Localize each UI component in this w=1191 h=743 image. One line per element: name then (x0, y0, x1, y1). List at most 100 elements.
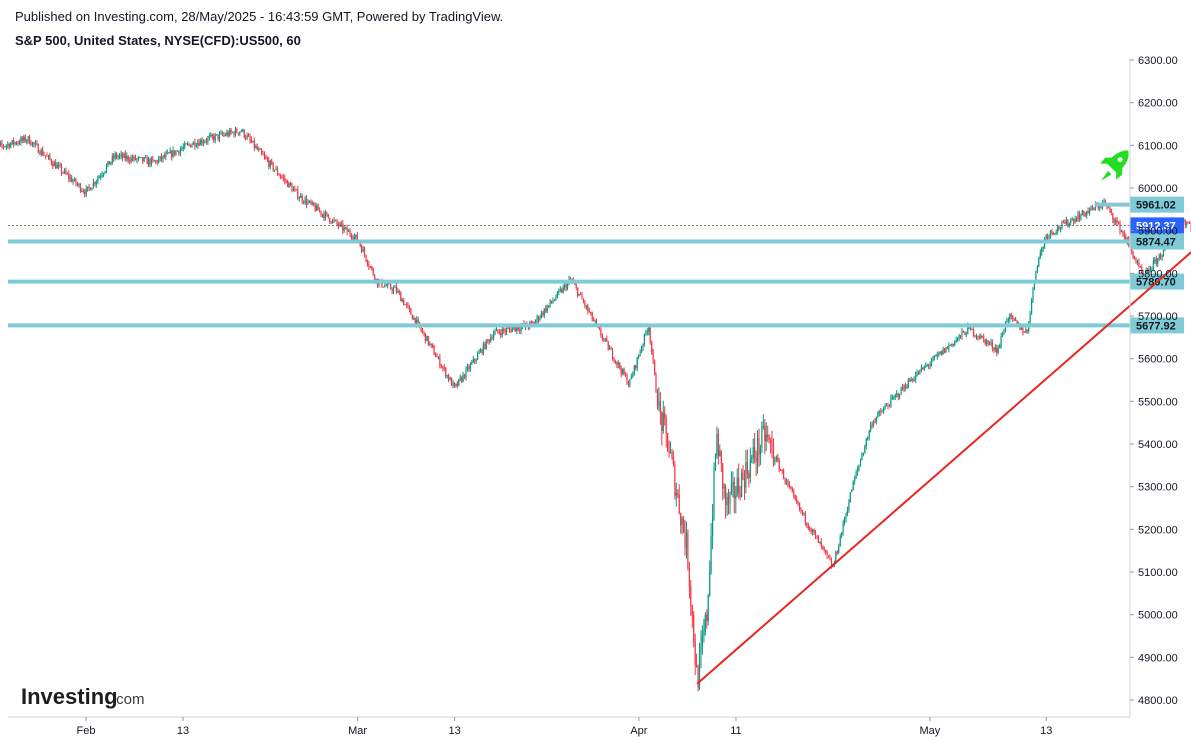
candle-body (616, 361, 618, 365)
candle-body (656, 392, 659, 407)
candle-body (662, 412, 664, 431)
candle-body (794, 495, 796, 499)
candle-body (53, 162, 55, 167)
candle-body (111, 156, 113, 162)
candle-body (50, 159, 52, 164)
candle-body (552, 300, 554, 303)
candle-body (743, 475, 746, 488)
candle-body (255, 146, 257, 148)
rocket-body (1107, 150, 1129, 173)
candle-body (272, 162, 274, 171)
candle-body (1006, 320, 1008, 322)
candle-body (84, 191, 86, 195)
candle-body (1099, 206, 1101, 209)
candle-body (5, 145, 7, 147)
candle-body (759, 447, 761, 455)
candle-body (774, 459, 776, 463)
candle-body (479, 349, 482, 353)
candle-body (452, 382, 454, 386)
candle-body (1068, 223, 1070, 226)
price-tick-label: 4900.00 (1138, 652, 1178, 664)
candle-body (609, 348, 611, 350)
candle-body (814, 532, 817, 536)
time-axis[interactable]: Feb13Mar13Apr11May13Jun1224 (8, 716, 1191, 737)
candle-body (349, 231, 351, 236)
candle-body (420, 327, 422, 331)
candle-body (258, 149, 260, 150)
candle-body (685, 532, 688, 548)
candle-body (355, 234, 357, 237)
candle-body (909, 379, 911, 382)
candle-body (952, 343, 954, 345)
candle-body (342, 223, 344, 231)
candle-body (320, 211, 322, 215)
candle-body (868, 430, 870, 438)
candle-body (598, 326, 600, 330)
candle-body (36, 143, 38, 145)
candle-body (427, 336, 429, 345)
candle-body (542, 312, 544, 316)
candle-body (1074, 218, 1076, 223)
candle-body (741, 472, 743, 497)
candle-body (591, 312, 593, 320)
candle-body (558, 290, 560, 292)
candle-body (746, 462, 748, 474)
candle-body (865, 438, 867, 447)
candle-body (1148, 268, 1150, 271)
candle-body (390, 283, 392, 289)
rocket-fin (1100, 157, 1113, 164)
candle-body (205, 141, 208, 143)
investing-logo: Investing .com (21, 684, 145, 709)
candle-body (319, 210, 321, 212)
price-tick-label: 6100.00 (1138, 140, 1178, 152)
candle-body (345, 227, 347, 229)
candle-body (46, 155, 48, 157)
candle-body (350, 235, 353, 239)
candle-body (97, 178, 99, 182)
candle-body (536, 316, 538, 321)
candle-body (187, 144, 189, 145)
candle-body (317, 205, 319, 211)
candle-body (303, 201, 305, 203)
price-axis[interactable]: 6300.00 6200.00 6100.00 6000.00 5900.00 5800.… (1129, 55, 1178, 717)
candle-body (578, 293, 580, 296)
candle-body (459, 377, 461, 380)
candle-body (314, 205, 316, 211)
candle-body (842, 522, 844, 533)
candle-body (113, 156, 115, 159)
candle-body (698, 654, 701, 688)
candle-body (994, 347, 996, 351)
candle-body (1135, 259, 1137, 263)
candle-body (787, 480, 789, 485)
candle-body (936, 354, 938, 356)
candle-body (107, 161, 109, 166)
candle-body (91, 187, 93, 191)
candle-body (56, 165, 58, 169)
candle-body (504, 330, 506, 332)
candle-body (1157, 258, 1159, 264)
candle-body (977, 336, 979, 338)
candle-body (334, 220, 337, 221)
candle-body (474, 358, 476, 361)
candle-body (124, 153, 126, 159)
candle-body (1077, 214, 1079, 221)
candle-body (85, 188, 87, 195)
candle-body (88, 186, 90, 188)
candle-body (880, 411, 882, 413)
candle-body (361, 245, 363, 252)
candle-body (696, 665, 698, 668)
rocket-fin (1116, 167, 1123, 180)
candle-body (988, 343, 991, 345)
candle-body (912, 379, 914, 381)
candle-body (249, 136, 251, 141)
candle-body (1016, 320, 1018, 324)
candle-body (904, 385, 906, 389)
candle-body (727, 497, 730, 504)
candle-body (108, 161, 110, 165)
candle-body (649, 327, 651, 342)
candle-body (172, 150, 174, 157)
candle-body (1052, 232, 1054, 234)
candle-body (233, 132, 235, 136)
candle-body (712, 518, 714, 536)
